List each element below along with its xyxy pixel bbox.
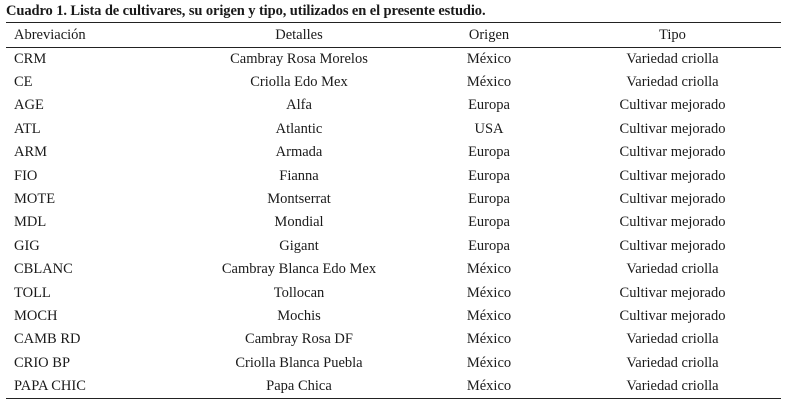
cell-abreviacion: MDL <box>14 214 47 231</box>
cell-detalles: Mondial <box>274 214 324 231</box>
header-tipo: Tipo <box>564 22 781 48</box>
cell-origen: México <box>466 261 512 278</box>
cell-detalles: Alfa <box>286 97 312 114</box>
cell-abreviacion: GIG <box>14 237 40 254</box>
cell-origen: Europa <box>468 237 510 254</box>
cell-detalles: Mochis <box>277 307 321 324</box>
cell-abreviacion: CAMB RD <box>14 331 81 348</box>
cell-origen: Europa <box>468 167 510 184</box>
cell-origen: México <box>466 307 512 324</box>
cell-detalles: Cambray Rosa Morelos <box>230 50 368 67</box>
cell-abreviacion: CBLANC <box>14 261 73 278</box>
table-row: CE Criolla Edo Mex México Variedad criolla <box>6 71 781 94</box>
cell-origen: Europa <box>468 191 510 208</box>
table-row: CRM Cambray Rosa Morelos México Variedad cr… <box>6 48 781 71</box>
cell-origen: USA <box>474 120 504 137</box>
table-row: FIO Fianna Europa Cultivar mejorado <box>6 164 781 187</box>
cell-abreviacion: CRIO BP <box>14 354 71 371</box>
cell-detalles: Criolla Blanca Puebla <box>235 354 363 371</box>
cell-tipo: Cultivar mejorado <box>619 120 726 137</box>
cell-tipo: Cultivar mejorado <box>619 237 726 254</box>
cell-detalles: Gigant <box>279 237 319 254</box>
cell-detalles: Atlantic <box>275 120 323 137</box>
header-detalles: Detalles <box>184 22 414 48</box>
cell-tipo: Cultivar mejorado <box>619 284 726 301</box>
cell-origen: Europa <box>468 144 510 161</box>
cell-detalles: Papa Chica <box>184 374 414 399</box>
cell-abreviacion: MOTE <box>14 191 56 208</box>
table-row: CBLANC Cambray Blanca Edo Mex México Varied… <box>6 258 781 281</box>
header-row: Abreviación Detalles Origen Tipo <box>6 22 781 48</box>
table-row: TOLL Tollocan México Cultivar mejorado <box>6 281 781 304</box>
table-caption: Cuadro 1. Lista de cultivares, su origen… <box>6 3 486 19</box>
cell-tipo: Variedad criolla <box>626 74 719 91</box>
cell-tipo: Cultivar mejorado <box>619 214 726 231</box>
cell-tipo: Cultivar mejorado <box>619 307 726 324</box>
table-row: PAPA CHIC Papa Chica México Variedad crioll… <box>6 374 781 399</box>
cell-abreviacion: MOCH <box>14 307 58 324</box>
table-row: MDL Mondial Europa Cultivar mejorado <box>6 211 781 234</box>
cell-tipo: Variedad criolla <box>626 261 719 278</box>
table-row: MOTE Montserrat Europa Cultivar mejorado <box>6 188 781 211</box>
cell-detalles: Criolla Edo Mex <box>250 74 348 91</box>
header-abreviacion: Abreviación <box>6 22 184 48</box>
cell-tipo: Cultivar mejorado <box>619 191 726 208</box>
cell-tipo: Variedad criolla <box>626 354 719 371</box>
cell-abreviacion: PAPA CHIC <box>6 374 184 399</box>
cell-detalles: Montserrat <box>267 191 331 208</box>
table-row: ARM Armada Europa Cultivar mejorado <box>6 141 781 164</box>
cell-origen: México <box>466 331 512 348</box>
cell-detalles: Tollocan <box>273 284 325 301</box>
table-row: GIG Gigant Europa Cultivar mejorado <box>6 235 781 258</box>
cell-abreviacion: FIO <box>14 167 38 184</box>
cell-tipo: Variedad criolla <box>564 374 781 399</box>
cell-origen: México <box>466 284 512 301</box>
cell-abreviacion: ATL <box>14 120 41 137</box>
table-row: AGE Alfa Europa Cultivar mejorado <box>6 94 781 117</box>
cell-tipo: Variedad criolla <box>626 50 719 67</box>
cell-detalles: Fianna <box>279 167 319 184</box>
cell-origen: México <box>466 354 512 371</box>
cell-origen: México <box>466 74 512 91</box>
table-row: CRIO BP Criolla Blanca Puebla México Varied… <box>6 352 781 375</box>
table-row: MOCH Mochis México Cultivar mejorado <box>6 305 781 328</box>
cell-abreviacion: CE <box>14 74 33 91</box>
header-origen: Origen <box>414 22 564 48</box>
cell-abreviacion: TOLL <box>14 284 51 301</box>
cell-abreviacion: CRM <box>14 50 47 67</box>
cell-tipo: Cultivar mejorado <box>619 167 726 184</box>
table-row: CAMB RD Cambray Rosa DF México Variedad cri… <box>6 328 781 351</box>
cell-detalles: Cambray Blanca Edo Mex <box>221 261 377 278</box>
cell-tipo: Cultivar mejorado <box>619 144 726 161</box>
cultivars-table: Abreviación Detalles Origen Tipo CRM Camb… <box>6 22 781 399</box>
cell-origen: México <box>466 50 512 67</box>
table-row: ATL Atlantic USA Cultivar mejorado <box>6 118 781 141</box>
cell-origen: Europa <box>468 214 510 231</box>
cell-detalles: Cambray Rosa DF <box>245 331 353 348</box>
cell-tipo: Variedad criolla <box>626 331 719 348</box>
cell-tipo: Cultivar mejorado <box>619 97 726 114</box>
cell-origen: Europa <box>468 97 510 114</box>
cell-abreviacion: ARM <box>14 144 48 161</box>
cell-detalles: Armada <box>275 144 323 161</box>
cell-abreviacion: AGE <box>14 97 44 114</box>
cell-origen: México <box>414 374 564 399</box>
